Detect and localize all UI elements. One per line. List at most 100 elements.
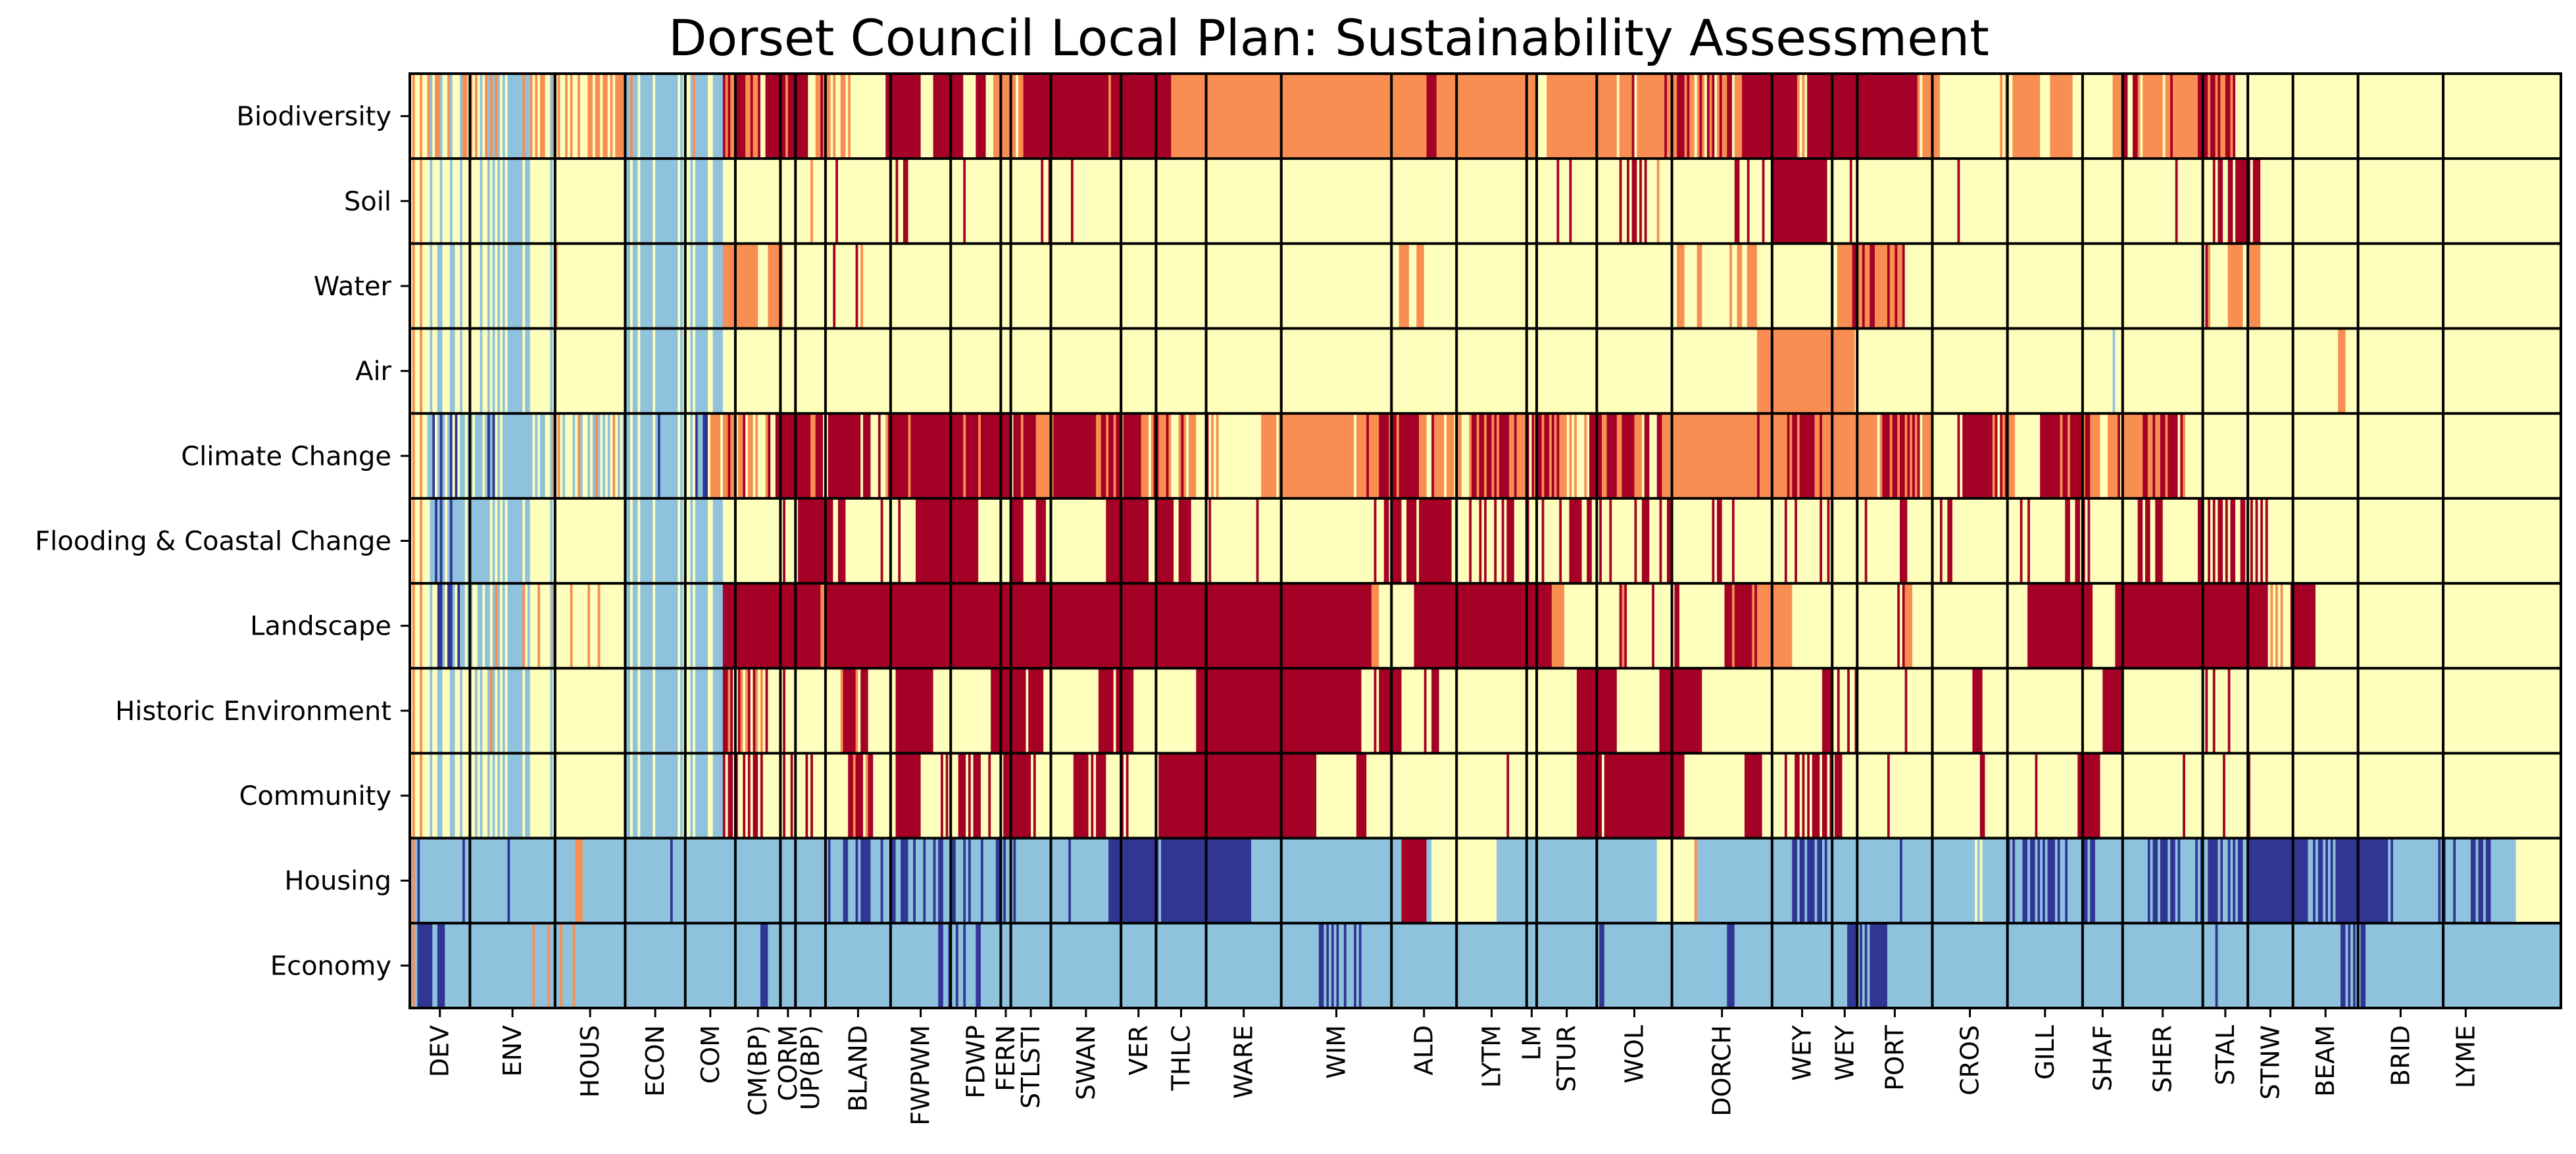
heatmap-cell: [745, 668, 749, 754]
heatmap-cell: [522, 583, 526, 669]
heatmap-cell: [976, 74, 987, 159]
heatmap-cell: [2155, 413, 2161, 499]
heatmap-cell: [2227, 498, 2231, 584]
heatmap-cell: [805, 753, 808, 839]
heatmap-cell: [2230, 74, 2233, 159]
heatmap-cell: [1514, 498, 1527, 584]
heatmap-cell: [605, 413, 608, 499]
heatmap-cell: [437, 243, 443, 329]
heatmap-cell: [725, 753, 729, 839]
heatmap-cell: [502, 753, 506, 839]
heatmap-cell: [860, 413, 864, 499]
x-tick-label: THLC: [1167, 1025, 1196, 1092]
heatmap-cell: [435, 74, 441, 159]
heatmap-cell: [412, 838, 416, 924]
heatmap-cell: [753, 668, 756, 754]
heatmap-cell: [1088, 753, 1092, 839]
heatmap-cell: [505, 753, 508, 839]
heatmap-cell: [2029, 498, 2066, 584]
heatmap-cell: [2240, 498, 2246, 584]
heatmap-cell: [1419, 498, 1452, 584]
heatmap-cell: [2235, 74, 2562, 159]
heatmap-cell: [1982, 668, 2103, 754]
heatmap-cell: [1879, 413, 1883, 499]
heatmap-cell: [625, 158, 631, 244]
heatmap-cell: [587, 413, 591, 499]
heatmap-cell: [500, 74, 503, 159]
heatmap-cell: [472, 74, 476, 159]
heatmap-cell: [420, 838, 463, 924]
heatmap-cell: [1336, 923, 1339, 1009]
heatmap-cell: [833, 74, 836, 159]
heatmap-cell: [1544, 413, 1550, 499]
heatmap-cell: [858, 668, 861, 754]
heatmap-cell: [439, 158, 443, 244]
heatmap-cell: [1634, 498, 1637, 584]
x-tick-label: WEY: [1830, 1024, 1859, 1081]
heatmap-cell: [1659, 498, 1662, 584]
heatmap-cell: [1792, 583, 1898, 669]
heatmap-cell: [1706, 74, 1710, 159]
heatmap-cell: [695, 498, 708, 584]
heatmap-cell: [637, 498, 641, 584]
heatmap-cell: [853, 753, 856, 839]
heatmap-cell: [2390, 838, 2394, 924]
heatmap-cell: [1729, 243, 1733, 329]
heatmap-cell: [680, 498, 683, 584]
heatmap-cell: [1641, 158, 1645, 244]
heatmap-cell: [963, 923, 966, 1009]
heatmap-cell: [455, 413, 458, 499]
heatmap-cell: [1439, 668, 1577, 754]
heatmap-cell: [843, 838, 849, 924]
heatmap-cell: [2085, 413, 2091, 499]
heatmap-cell: [1599, 923, 1605, 1009]
heatmap-cell: [765, 668, 768, 754]
x-tick-label: LYME: [2451, 1025, 2480, 1088]
heatmap-cell: [2152, 413, 2156, 499]
heatmap-cell: [2062, 413, 2068, 499]
heatmap-cell: [537, 413, 541, 499]
heatmap-cell: [1431, 838, 1497, 924]
x-tick-label: WEY: [1788, 1024, 1817, 1081]
heatmap-cell: [1837, 668, 1841, 754]
heatmap-cell: [632, 328, 639, 414]
heatmap-cell: [678, 74, 681, 159]
heatmap-cell: [1904, 668, 1908, 754]
heatmap-cell: [640, 158, 653, 244]
x-tick-label: LYTM: [1477, 1025, 1506, 1088]
heatmap-cell: [693, 74, 696, 159]
heatmap-cell: [845, 498, 881, 584]
heatmap-cell: [695, 668, 708, 754]
heatmap-cell: [1491, 413, 1495, 499]
heatmap-cell: [1822, 413, 1878, 499]
heatmap-cell: [414, 583, 420, 669]
heatmap-cell: [502, 243, 506, 329]
heatmap-cell: [2252, 158, 2261, 244]
heatmap-cell: [522, 243, 526, 329]
heatmap-cell: [500, 328, 503, 414]
heatmap-cell: [758, 753, 761, 839]
heatmap-cell: [2315, 838, 2319, 924]
heatmap-cell: [480, 668, 483, 754]
heatmap-cell: [966, 923, 976, 1009]
heatmap-cell: [460, 583, 466, 669]
heatmap-cell: [1734, 74, 1743, 159]
heatmap-cell: [427, 413, 433, 499]
heatmap-cell: [1847, 923, 1858, 1009]
heatmap-cell: [655, 583, 678, 669]
heatmap-cell: [1712, 498, 1715, 584]
heatmap-cell: [1910, 413, 1913, 499]
heatmap-cell: [1379, 583, 1415, 669]
heatmap-cell: [858, 838, 861, 924]
heatmap-cell: [1010, 498, 1024, 584]
heatmap-cell: [1379, 413, 1390, 499]
row-label: Soil: [344, 187, 391, 217]
heatmap-cell: [462, 74, 468, 159]
heatmap-cell: [743, 668, 746, 754]
heatmap-cell: [1003, 838, 1006, 924]
heatmap-cell: [1662, 498, 1668, 584]
heatmap-cell: [1857, 243, 1863, 329]
heatmap-cell: [1123, 413, 1142, 499]
heatmap-cell: [913, 838, 916, 924]
heatmap-cell: [1849, 668, 1856, 754]
